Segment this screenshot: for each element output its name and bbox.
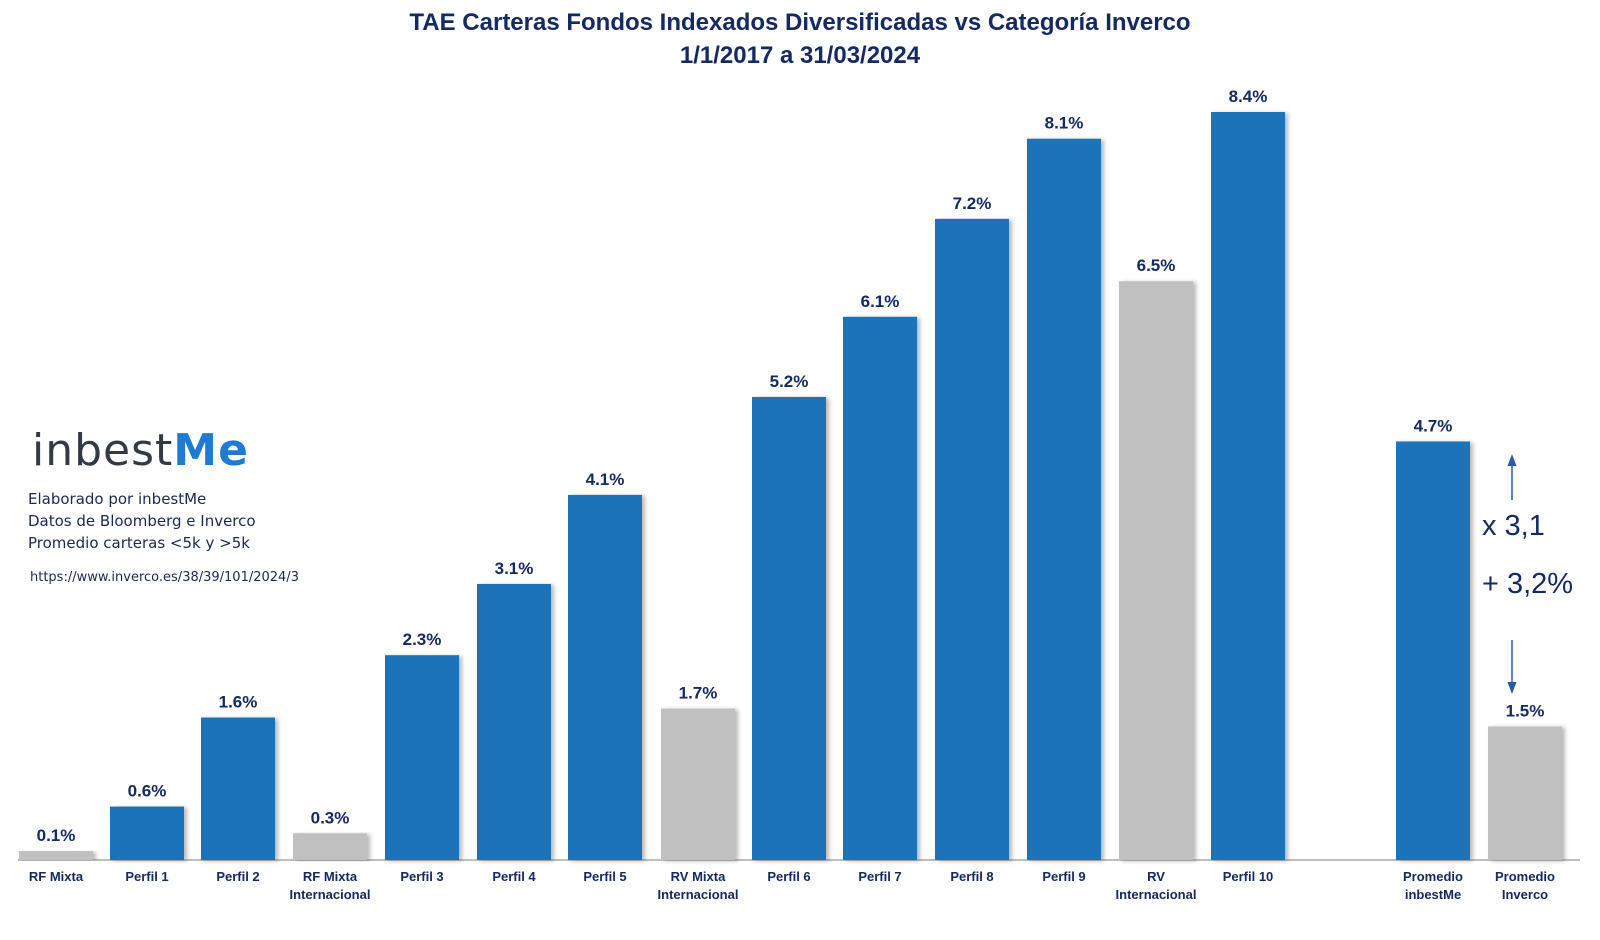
- chart-title-line: TAE Carteras Fondos Indexados Diversific…: [409, 9, 1191, 36]
- bar: [752, 396, 826, 860]
- bar: [1119, 281, 1193, 860]
- logo-text-accent: Me: [173, 425, 249, 476]
- note-line: Promedio carteras <5k y >5k: [28, 534, 250, 552]
- bar: [843, 316, 917, 860]
- bar-value-label: 8.4%: [1229, 87, 1268, 106]
- bar: [935, 218, 1009, 860]
- bar: [1488, 726, 1562, 860]
- bar-value-label: 1.6%: [219, 693, 258, 712]
- bar-value-label: 0.6%: [128, 782, 167, 801]
- bar: [110, 806, 184, 860]
- inbestme-logo: inbestMe: [32, 425, 249, 476]
- category-tick-label: Perfil 6: [767, 869, 810, 884]
- category-tick-label: RV: [1147, 869, 1165, 884]
- note-line: Elaborado por inbestMe: [28, 490, 207, 508]
- bar: [477, 583, 551, 860]
- category-tick-label: Inverco: [1502, 887, 1548, 902]
- category-tick-label: RF Mixta: [303, 869, 358, 884]
- bar-value-label: 7.2%: [953, 194, 992, 213]
- category-tick-label: Perfil 4: [492, 869, 536, 884]
- category-tick-label: Internacional: [290, 887, 371, 902]
- bar-value-label: 0.1%: [37, 826, 76, 845]
- category-tick-label: Perfil 2: [216, 869, 259, 884]
- bar-value-label: 6.1%: [861, 292, 900, 311]
- category-tick-label: Perfil 1: [125, 869, 168, 884]
- category-tick-label: inbestMe: [1405, 887, 1461, 902]
- category-tick-label: Promedio: [1495, 869, 1555, 884]
- category-tick-label: Internacional: [1116, 887, 1197, 902]
- bar: [1027, 138, 1101, 860]
- category-tick-label: Perfil 9: [1042, 869, 1085, 884]
- logo-text-main: inbest: [32, 425, 174, 476]
- category-tick-label: Internacional: [658, 887, 739, 902]
- category-tick-label: Perfil 7: [858, 869, 901, 884]
- category-tick-label: Perfil 8: [950, 869, 993, 884]
- category-tick-label: RF Mixta: [29, 869, 84, 884]
- bar: [385, 655, 459, 860]
- bar: [1211, 112, 1285, 860]
- source-notes: Elaborado por inbestMe Datos de Bloomber…: [28, 488, 256, 554]
- bar-value-label: 8.1%: [1045, 114, 1084, 133]
- source-url: https://www.inverco.es/38/39/101/2024/3: [30, 570, 299, 585]
- category-tick-label: RV Mixta: [671, 869, 726, 884]
- bar-value-label: 0.3%: [311, 808, 350, 827]
- note-line: Datos de Bloomberg e Inverco: [28, 512, 256, 530]
- category-tick-label: Promedio: [1403, 869, 1463, 884]
- category-tick-label: Perfil 3: [400, 869, 443, 884]
- bar: [568, 494, 642, 860]
- difference-annotation: + 3,2%: [1482, 568, 1574, 600]
- bar: [201, 717, 275, 860]
- bar-value-label: 5.2%: [770, 372, 809, 391]
- bar-value-label: 2.3%: [403, 630, 442, 649]
- bar: [293, 833, 367, 860]
- bar: [1396, 441, 1470, 860]
- multiplier-annotation: x 3,1: [1482, 510, 1545, 542]
- bar: [19, 851, 93, 860]
- bar-value-label: 1.5%: [1506, 701, 1545, 720]
- category-tick-label: Perfil 5: [583, 869, 626, 884]
- bar-value-label: 4.7%: [1414, 416, 1453, 435]
- bar-value-label: 4.1%: [586, 470, 625, 489]
- bar: [661, 708, 735, 860]
- bar-value-label: 6.5%: [1137, 256, 1176, 275]
- chart-title: TAE Carteras Fondos Indexados Diversific…: [0, 6, 1600, 72]
- bar-value-label: 3.1%: [495, 559, 534, 578]
- bar-value-label: 1.7%: [679, 684, 718, 703]
- category-tick-label: Perfil 10: [1223, 869, 1274, 884]
- chart-subtitle-line: 1/1/2017 a 31/03/2024: [679, 42, 921, 69]
